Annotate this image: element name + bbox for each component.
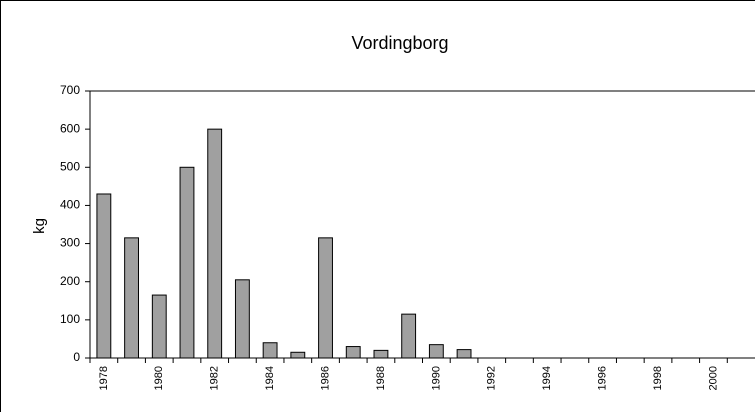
x-tick-label: 1986 [319,366,331,390]
x-tick-label: 1994 [541,366,553,390]
bar [179,166,195,359]
x-tick-label: 1980 [153,366,165,390]
x-tick-label: 1984 [264,366,276,390]
x-tick-label: 1998 [652,366,664,390]
x-tick-label: 1982 [209,366,221,390]
bar [207,128,223,359]
bar [124,237,139,359]
bar [96,193,112,359]
bar [262,342,278,359]
x-tick-label: 1978 [98,366,110,390]
y-tick-label: 200 [60,274,80,288]
bar [234,279,250,359]
y-tick-label: 700 [60,83,80,97]
bar [456,349,472,359]
bar [428,344,444,359]
bar [151,294,167,359]
x-tick-label: 2000 [707,366,719,390]
x-tick-label: 1996 [597,366,609,390]
x-tick-label: 1992 [486,366,498,390]
y-tick-label: 100 [60,312,80,326]
bar [318,237,333,359]
y-tick-label: 600 [60,121,80,135]
x-tick-label: 1990 [430,366,442,390]
bar [290,351,306,359]
y-tick-label: 300 [60,236,80,250]
bar [401,313,417,359]
y-tick-label: 500 [60,159,80,173]
y-axis-label: kg [31,218,48,234]
bar [373,349,389,359]
x-tick-label: 1988 [375,366,387,390]
y-tick-label: 400 [60,198,80,212]
chart-title: Vordingborg [351,33,448,53]
y-tick-label: 0 [73,350,80,364]
bar [345,346,361,359]
